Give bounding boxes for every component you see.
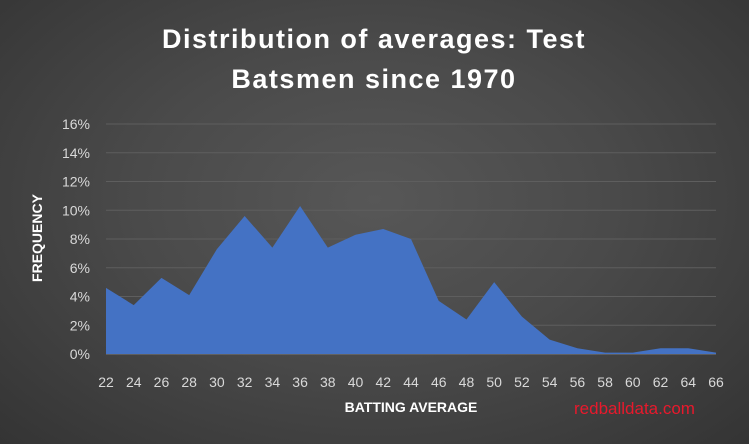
x-tick-label: 36 xyxy=(292,374,308,390)
chart-title-line-1: Distribution of averages: Test xyxy=(162,24,586,54)
x-tick-label: 44 xyxy=(403,374,419,390)
x-tick-label: 30 xyxy=(209,374,225,390)
x-tick-label: 62 xyxy=(653,374,669,390)
y-tick-label: 0% xyxy=(70,346,90,362)
x-tick-label: 58 xyxy=(597,374,613,390)
x-tick-label: 34 xyxy=(265,374,281,390)
x-tick-label: 24 xyxy=(126,374,142,390)
y-tick-label: 2% xyxy=(70,317,90,333)
y-tick-label: 14% xyxy=(62,145,90,161)
y-tick-label: 8% xyxy=(70,231,90,247)
x-axis-ticks: 22 24 26 28 30 32 34 36 38 40 42 44 46 48 50 52 54 56 58 60… xyxy=(98,374,724,390)
x-tick-label: 32 xyxy=(237,374,253,390)
chart-title-line-2: Batsmen since 1970 xyxy=(231,64,516,94)
x-tick-label: 50 xyxy=(486,374,502,390)
x-tick-label: 26 xyxy=(154,374,170,390)
x-tick-label: 28 xyxy=(181,374,197,390)
x-tick-label: 66 xyxy=(708,374,724,390)
y-axis-label: FREQUENCY xyxy=(29,193,45,282)
y-tick-label: 12% xyxy=(62,174,90,190)
x-tick-label: 40 xyxy=(348,374,364,390)
y-tick-label: 16% xyxy=(62,116,90,132)
x-tick-label: 38 xyxy=(320,374,336,390)
y-axis-ticks: 0% 2% 4% 6% 8% 10% 12% 14% 16% xyxy=(62,116,90,362)
frequency-area xyxy=(106,205,716,354)
y-tick-label: 4% xyxy=(70,289,90,305)
y-tick-label: 10% xyxy=(62,202,90,218)
x-tick-label: 48 xyxy=(459,374,475,390)
x-tick-label: 60 xyxy=(625,374,641,390)
x-tick-label: 52 xyxy=(514,374,530,390)
y-tick-label: 6% xyxy=(70,260,90,276)
x-tick-label: 56 xyxy=(570,374,586,390)
x-axis-label: BATTING AVERAGE xyxy=(345,399,478,415)
watermark: redballdata.com xyxy=(574,399,695,418)
x-tick-label: 64 xyxy=(680,374,696,390)
x-tick-label: 42 xyxy=(375,374,391,390)
x-tick-label: 54 xyxy=(542,374,558,390)
x-tick-label: 46 xyxy=(431,374,447,390)
x-tick-label: 22 xyxy=(98,374,114,390)
